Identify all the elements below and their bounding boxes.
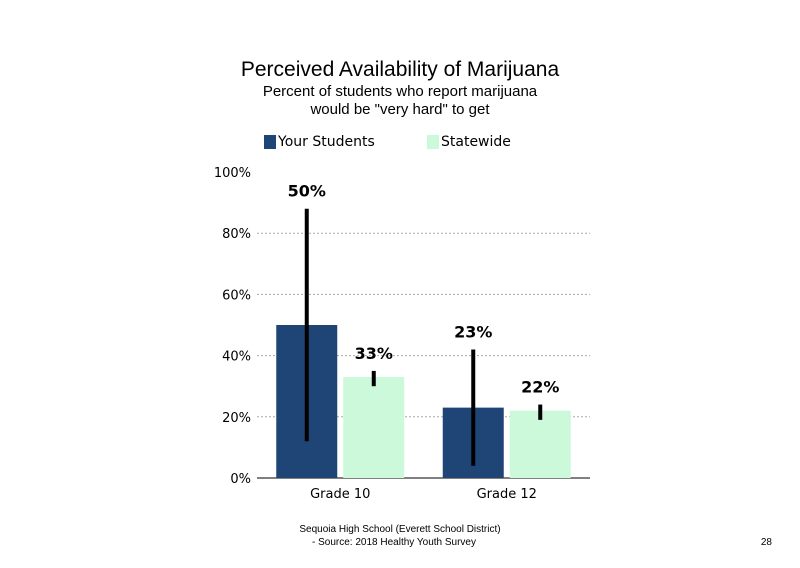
- x-tick-label-grade-10: Grade 10: [310, 487, 370, 502]
- chart-title: Perceived Availability of Marijuana: [240, 58, 560, 81]
- chart-legend: Your Students Statewide: [0, 134, 800, 154]
- bar-statewide-grade-10: [343, 377, 405, 478]
- subtitle-line-2: would be "very hard" to get: [310, 101, 490, 118]
- data-label-statewide-grade-12: 22%: [521, 378, 559, 397]
- footer-source: - Source: 2018 Healthy Youth Survey: [312, 537, 476, 548]
- chart-subtitle: Percent of students who report marijuana…: [0, 83, 800, 119]
- y-tick-label-100: 100%: [214, 166, 251, 181]
- data-label-statewide-grade-10: 33%: [355, 344, 393, 363]
- y-tick-label-0: 0%: [230, 472, 251, 487]
- y-tick-label-80: 80%: [222, 227, 251, 242]
- data-label-your-students-grade-12: 23%: [454, 322, 492, 341]
- legend-swatch-your-students: [264, 135, 276, 149]
- data-label-your-students-grade-10: 50%: [288, 182, 326, 201]
- page-number: 28: [760, 537, 772, 548]
- bar-statewide-grade-12: [509, 410, 571, 478]
- footer: Sequoia High School (Everett School Dist…: [0, 523, 800, 549]
- legend-label-statewide: Statewide: [441, 134, 511, 150]
- legend-label-your-students: Your Students: [278, 134, 375, 150]
- footer-school: Sequoia High School (Everett School Dist…: [299, 524, 501, 535]
- y-tick-label-60: 60%: [222, 288, 251, 303]
- subtitle-line-1: Percent of students who report marijuana: [262, 83, 538, 100]
- legend-swatch-statewide: [427, 135, 439, 149]
- y-tick-label-40: 40%: [222, 350, 251, 365]
- y-tick-label-20: 20%: [222, 411, 251, 426]
- x-tick-label-grade-12: Grade 12: [477, 487, 537, 502]
